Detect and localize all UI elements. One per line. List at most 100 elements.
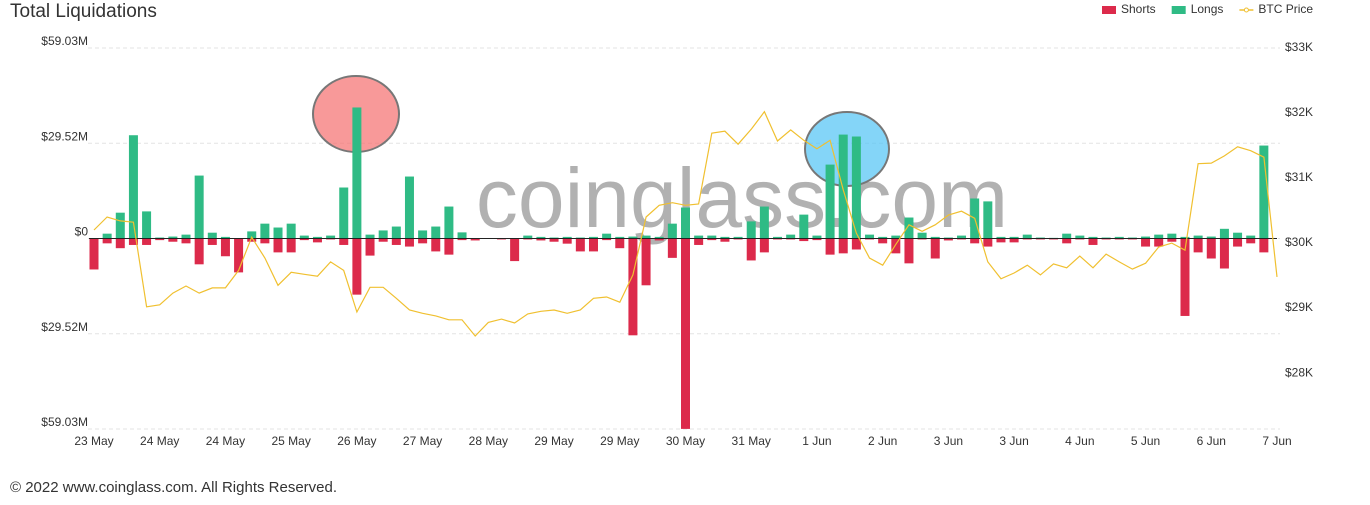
bar	[142, 211, 152, 239]
bar	[654, 236, 664, 239]
bar	[641, 235, 651, 239]
bar	[234, 238, 244, 273]
bar	[1206, 236, 1216, 239]
y-tick-label: $0	[75, 225, 89, 239]
bar	[194, 175, 204, 239]
bar	[378, 230, 388, 239]
bar	[930, 238, 940, 259]
bar	[391, 238, 401, 245]
bar	[260, 223, 270, 239]
bar	[878, 238, 888, 244]
chart-title: Total Liquidations	[10, 1, 157, 22]
y-tick-label: $29.52M	[41, 129, 88, 143]
bar	[970, 238, 980, 244]
bar	[1206, 238, 1216, 259]
bar	[667, 238, 677, 258]
y2-tick-label: $32K	[1285, 105, 1313, 119]
bar	[1180, 238, 1190, 316]
x-tick-label: 29 May	[534, 434, 573, 448]
bar	[391, 226, 401, 239]
legend-label: Shorts	[1121, 2, 1156, 16]
bar	[365, 238, 375, 256]
y2-tick-label: $33K	[1285, 40, 1313, 54]
bar	[444, 206, 454, 239]
bar	[812, 238, 822, 241]
bar	[562, 236, 572, 239]
bar	[694, 238, 704, 245]
x-tick-label: 28 May	[469, 434, 508, 448]
price-line	[93, 110, 1278, 337]
bar	[746, 221, 756, 239]
bar	[128, 238, 138, 245]
x-tick-label: 25 May	[271, 434, 310, 448]
bar	[588, 238, 598, 252]
x-tick-label: 26 May	[337, 434, 376, 448]
bar	[1075, 235, 1085, 239]
bar	[1154, 234, 1164, 239]
bar	[1180, 236, 1190, 239]
x-tick-label: 5 Jun	[1131, 434, 1160, 448]
x-tick-label: 31 May	[732, 434, 771, 448]
watermark: coinglass.com	[476, 151, 1008, 245]
bar	[299, 235, 309, 239]
bar	[168, 238, 178, 242]
x-tick-label: 6 Jun	[1197, 434, 1226, 448]
bar	[194, 238, 204, 265]
bar	[247, 238, 257, 242]
bar	[260, 238, 270, 244]
bar	[838, 238, 848, 254]
bar	[694, 235, 704, 239]
bar	[773, 236, 783, 239]
bar	[418, 230, 428, 239]
bar	[457, 232, 467, 239]
bar	[865, 234, 875, 239]
bar	[431, 238, 441, 252]
bar	[470, 238, 480, 241]
bar	[1009, 238, 1019, 243]
y-tick-label: $29.52M	[41, 320, 88, 334]
bar	[1154, 238, 1164, 247]
bar	[996, 236, 1006, 239]
bar	[759, 206, 769, 239]
bar	[917, 232, 927, 239]
bar	[957, 235, 967, 239]
bar	[352, 107, 362, 239]
bar	[286, 223, 296, 239]
bar	[339, 187, 349, 239]
bar	[615, 236, 625, 239]
bar	[1167, 233, 1177, 239]
bar	[943, 238, 953, 241]
bar	[996, 238, 1006, 243]
x-tick-label: 27 May	[403, 434, 442, 448]
bar	[1062, 238, 1072, 244]
legend-swatch	[1243, 7, 1249, 13]
bar	[536, 238, 546, 241]
bar	[128, 135, 138, 239]
bar	[1259, 238, 1269, 253]
bar	[115, 212, 125, 239]
bar	[1062, 233, 1072, 239]
bar	[549, 238, 559, 242]
bar	[681, 238, 690, 429]
x-tick-label: 24 May	[140, 434, 179, 448]
bar	[786, 234, 796, 239]
bar	[628, 238, 638, 336]
bar	[1233, 238, 1243, 247]
bar	[799, 214, 809, 239]
y-tick-label: $59.03M	[41, 415, 88, 429]
footer: © 2022 www.coinglass.com. All Rights Res…	[10, 479, 337, 496]
bar	[115, 238, 125, 249]
bar	[1088, 236, 1098, 239]
y2-tick-label: $29K	[1285, 300, 1313, 314]
bar	[247, 231, 257, 239]
x-tick-label: 3 Jun	[934, 434, 963, 448]
bar	[181, 234, 191, 239]
bar	[536, 236, 546, 239]
bar	[838, 134, 848, 239]
bar	[1141, 236, 1151, 239]
bar	[1193, 238, 1203, 253]
bar	[733, 236, 743, 239]
bar	[1259, 145, 1269, 239]
bar	[339, 238, 349, 245]
